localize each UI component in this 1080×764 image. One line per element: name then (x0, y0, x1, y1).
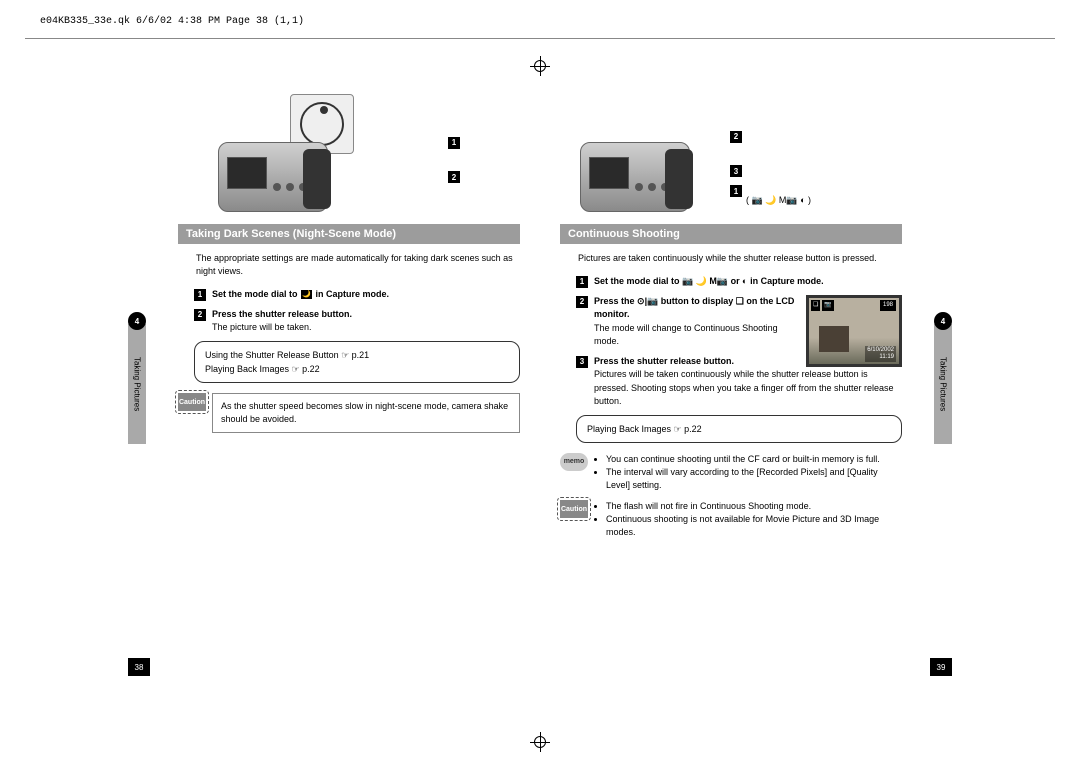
callout-2: 2 (448, 171, 460, 183)
night-mode-icon: 🌙 (301, 290, 312, 299)
ref-line: Playing Back Images ☞ p.22 (587, 422, 891, 436)
lcd-scene (819, 326, 849, 352)
step-text: in Capture mode. (313, 289, 389, 299)
print-header: e04KB335_33e.qk 6/6/02 4:38 PM Page 38 (… (40, 16, 304, 27)
camera-body (218, 142, 328, 212)
chapter-label: Taking Pictures (133, 357, 142, 411)
page-spread: 4 Taking Pictures 38 1 2 Taking Dark Sce… (128, 94, 952, 676)
caution-badge: Caution (178, 393, 206, 411)
section-title-right: Continuous Shooting (560, 224, 902, 244)
registration-mark-top (530, 56, 550, 76)
lcd-drive-icon: ❏ (811, 300, 820, 311)
registration-mark-bottom (530, 732, 550, 752)
callout-stack-right: 2 3 1 ( 📷 🌙 M📷 ◐ ) (730, 126, 811, 215)
page-number-left: 38 (128, 658, 150, 676)
steps-right: 1 Set the mode dial to 📷 🌙 M📷 or ◐ in Ca… (576, 275, 902, 409)
step-subtext: Pictures will be taken continuously whil… (594, 369, 894, 406)
memo-text: You can continue shooting until the CF c… (594, 453, 902, 492)
caution-text: As the shutter speed becomes slow in nig… (212, 393, 520, 433)
step-num: 2 (576, 296, 588, 308)
continuous-icon: ❏ (736, 296, 744, 306)
ref-line: Using the Shutter Release Button ☞ p.21 (205, 348, 509, 362)
step-text: Press the shutter release button. (212, 309, 352, 319)
chapter-num: 4 (128, 312, 146, 330)
step-text: in Capture mode. (748, 276, 824, 286)
callout-2: 2 (730, 131, 742, 143)
step-subtext: The picture will be taken. (212, 322, 312, 332)
step-text: or (728, 276, 742, 286)
step-num: 2 (194, 309, 206, 321)
camera-illustration-left: 1 2 (178, 94, 520, 214)
callout-stack-left: 1 2 (448, 132, 460, 201)
mode-icons-line: ( 📷 🌙 M📷 ◐ ) (746, 195, 811, 206)
caution-left: Caution As the shutter speed becomes slo… (178, 393, 520, 433)
lcd-preview: ❏📷 198 6/10/200211:19 (806, 295, 902, 367)
side-tab-left: 4 Taking Pictures (128, 324, 146, 444)
caution-text: The flash will not fire in Continuous Sh… (594, 500, 902, 539)
intro-right: Pictures are taken continuously while th… (578, 252, 902, 265)
step-text: Set the mode dial to (594, 276, 682, 286)
memo-item: You can continue shooting until the CF c… (606, 453, 902, 466)
step-num: 3 (576, 356, 588, 368)
intro-left: The appropriate settings are made automa… (196, 252, 520, 278)
camera-illustration-right: 2 3 1 ( 📷 🌙 M📷 ◐ ) (560, 94, 902, 214)
step-1: 1 Set the mode dial to 🌙 in Capture mode… (194, 288, 520, 302)
chapter-label: Taking Pictures (939, 357, 948, 411)
step-1: 1 Set the mode dial to 📷 🌙 M📷 or ◐ in Ca… (576, 275, 902, 289)
caution-badge: Caution (560, 500, 588, 518)
callout-1: 1 (448, 137, 460, 149)
caution-item: Continuous shooting is not available for… (606, 513, 902, 539)
page-number-right: 39 (930, 658, 952, 676)
caution-right: Caution The flash will not fire in Conti… (560, 500, 902, 539)
memo-badge: memo (560, 453, 588, 471)
side-tab-right: 4 Taking Pictures (934, 324, 952, 444)
step-2: 2 Press the shutter release button. The p… (194, 308, 520, 335)
caution-item: The flash will not fire in Continuous Sh… (606, 500, 902, 513)
ref-line: Playing Back Images ☞ p.22 (205, 362, 509, 376)
step-num: 1 (576, 276, 588, 288)
drive-button-icon: ⊙|📷 (637, 296, 658, 306)
callout-1: 1 (730, 185, 742, 197)
memo-item: The interval will vary according to the … (606, 466, 902, 492)
step-2: 2 Press the ⊙|📷 button to display ❏ on t… (576, 295, 902, 349)
lcd-frame-count: 198 (880, 300, 896, 311)
camera-body (580, 142, 690, 212)
section-title-left: Taking Dark Scenes (Night-Scene Mode) (178, 224, 520, 244)
page-right: 4 Taking Pictures 39 2 3 1 ( 📷 🌙 M📷 ◐ ) … (540, 94, 952, 676)
callout-3: 3 (730, 165, 742, 177)
lcd-date: 6/10/200211:19 (865, 346, 896, 361)
lcd-camera-icon: 📷 (822, 300, 833, 311)
step-subtext: The mode will change to Continuous Shoot… (594, 323, 778, 347)
reference-box-left: Using the Shutter Release Button ☞ p.21 … (194, 341, 520, 384)
steps-left: 1 Set the mode dial to 🌙 in Capture mode… (194, 288, 520, 335)
memo-right: memo You can continue shooting until the… (560, 453, 902, 492)
chapter-num: 4 (934, 312, 952, 330)
mode-icons: 📷 🌙 M📷 (682, 276, 728, 286)
reference-box-right: Playing Back Images ☞ p.22 (576, 415, 902, 443)
step-num: 1 (194, 289, 206, 301)
step-text: Set the mode dial to (212, 289, 300, 299)
step-text: Press the (594, 296, 637, 306)
step-text: button to display (658, 296, 736, 306)
step-text: Press the shutter release button. (594, 356, 734, 366)
page-left: 4 Taking Pictures 38 1 2 Taking Dark Sce… (128, 94, 540, 676)
